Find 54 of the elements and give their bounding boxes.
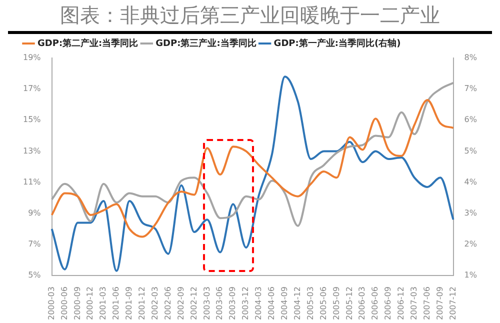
- y2-tick-label: 7%: [464, 84, 478, 94]
- y2-tick-label: 2%: [464, 240, 478, 249]
- y2-tick-label: 5%: [464, 146, 478, 156]
- x-tick-label: 2005-12: [344, 286, 354, 320]
- y-tick-label: 9%: [28, 208, 42, 218]
- x-tick-label: 2001-09: [124, 286, 134, 320]
- x-tick-label: 2003-03: [202, 286, 212, 320]
- x-tick-label: 2007-06: [422, 286, 432, 320]
- x-tick-label: 2005-09: [332, 286, 341, 320]
- y2-tick-label: 4%: [464, 177, 478, 186]
- x-tick-label: 2006-06: [370, 286, 380, 320]
- y-tick-label: 15%: [23, 115, 42, 124]
- y-tick-label: 19%: [23, 53, 42, 62]
- y-tick-label: 17%: [23, 84, 42, 94]
- x-tick-label: 2003-12: [241, 286, 250, 320]
- x-tick-label: 2002-12: [189, 286, 198, 320]
- x-tick-label: 2006-03: [358, 286, 367, 320]
- line-series: [50, 98, 454, 238]
- x-tick-label: 2006-12: [396, 286, 406, 320]
- y-tick-label: 7%: [28, 240, 42, 249]
- y2-tick-label: 8%: [464, 53, 478, 62]
- x-tick-label: 2004-06: [267, 286, 276, 320]
- x-tick-label: 2004-12: [292, 286, 302, 320]
- x-tick-label: 2006-09: [384, 286, 393, 320]
- x-tick-label: 2002-03: [150, 286, 160, 320]
- x-tick-label: 2007-09: [435, 286, 444, 320]
- x-tick-label: 2000-06: [60, 286, 69, 320]
- legend-label: GDP:第三产业:当季同比: [156, 38, 256, 49]
- x-tick-label: 2000-12: [86, 286, 95, 320]
- x-tick-label: 2003-09: [228, 286, 238, 320]
- x-tick-label: 2000-09: [72, 286, 82, 320]
- y2-tick-label: 1%: [464, 270, 478, 280]
- x-tick-label: 2002-09: [176, 286, 186, 320]
- x-tick-label: 2007-12: [448, 286, 458, 320]
- y-tick-label: 11%: [23, 177, 42, 186]
- x-tick-label: 2001-12: [138, 286, 147, 320]
- x-tick-label: 2005-06: [318, 286, 328, 320]
- legend-label: GDP:第一产业:当季同比(右轴): [274, 38, 401, 49]
- x-tick-label: 2002-06: [163, 286, 172, 320]
- x-tick-label: 2000-03: [46, 286, 56, 320]
- line-series: [50, 76, 454, 272]
- legend-label: GDP:第二产业:当季同比: [38, 38, 138, 49]
- x-tick-label: 2007-03: [410, 286, 419, 320]
- chart-title: 图表：非典过后第三产业回暖晚于一二产业: [59, 2, 441, 29]
- x-tick-label: 2004-09: [280, 286, 290, 320]
- x-tick-label: 2001-03: [98, 286, 108, 320]
- x-tick-label: 2005-03: [306, 286, 315, 320]
- y-tick-label: 13%: [23, 146, 42, 156]
- x-tick-label: 2003-06: [215, 286, 224, 320]
- y2-tick-label: 6%: [464, 115, 478, 124]
- x-tick-label: 2004-03: [254, 286, 264, 320]
- x-tick-label: 2001-06: [112, 286, 121, 320]
- y-tick-label: 5%: [28, 270, 42, 280]
- y2-tick-label: 3%: [464, 208, 478, 218]
